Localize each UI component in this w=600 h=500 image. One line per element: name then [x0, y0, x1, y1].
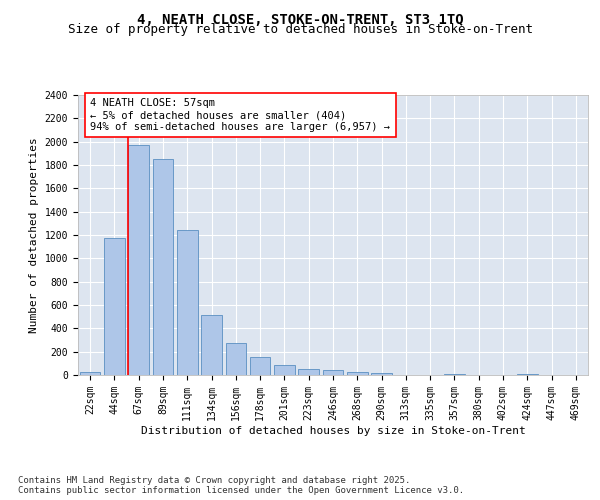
Bar: [444, 374, 465, 375]
Text: Contains HM Land Registry data © Crown copyright and database right 2025.
Contai: Contains HM Land Registry data © Crown c…: [18, 476, 464, 495]
Bar: [250, 357, 271, 375]
Bar: [274, 364, 295, 375]
Bar: [177, 230, 197, 375]
Text: Size of property relative to detached houses in Stoke-on-Trent: Size of property relative to detached ho…: [67, 22, 533, 36]
Bar: [323, 370, 343, 375]
Bar: [104, 238, 125, 375]
Bar: [517, 374, 538, 375]
Bar: [128, 144, 149, 375]
Bar: [226, 343, 246, 375]
X-axis label: Distribution of detached houses by size in Stoke-on-Trent: Distribution of detached houses by size …: [140, 426, 526, 436]
Bar: [201, 315, 222, 375]
Y-axis label: Number of detached properties: Number of detached properties: [29, 137, 39, 333]
Bar: [80, 372, 100, 375]
Bar: [347, 372, 368, 375]
Bar: [371, 373, 392, 375]
Text: 4, NEATH CLOSE, STOKE-ON-TRENT, ST3 1TQ: 4, NEATH CLOSE, STOKE-ON-TRENT, ST3 1TQ: [137, 12, 463, 26]
Text: 4 NEATH CLOSE: 57sqm
← 5% of detached houses are smaller (404)
94% of semi-detac: 4 NEATH CLOSE: 57sqm ← 5% of detached ho…: [91, 98, 391, 132]
Bar: [152, 158, 173, 375]
Bar: [298, 369, 319, 375]
